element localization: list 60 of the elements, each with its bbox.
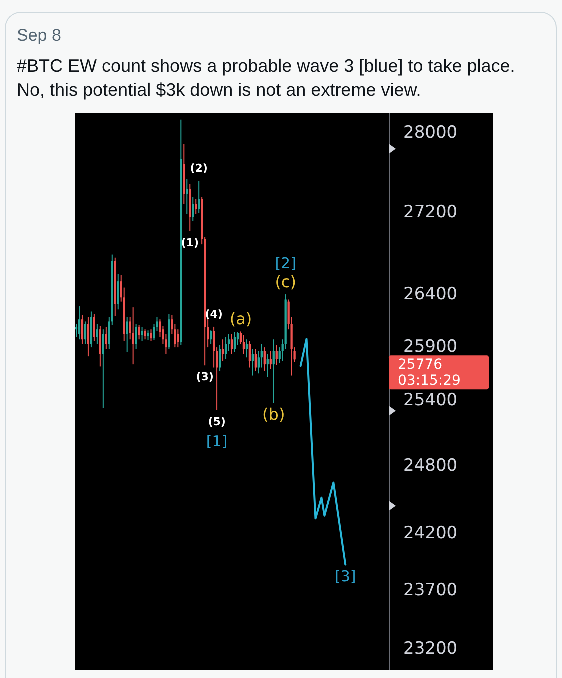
y-tick-label: 24200 <box>404 523 458 544</box>
candlestick <box>93 314 96 342</box>
candlestick <box>248 340 252 368</box>
text: 03:15:29 <box>398 373 461 390</box>
candlestick <box>84 321 87 345</box>
annotation: [3] <box>335 568 356 586</box>
candlestick <box>234 332 236 353</box>
y-tick-label: 25400 <box>404 390 458 410</box>
annotation: (c) <box>275 272 296 292</box>
candlestick <box>81 314 84 345</box>
candlestick <box>147 330 150 341</box>
candlestick <box>270 350 272 370</box>
annotation: (1) <box>181 236 199 250</box>
y-tick-label: 23700 <box>404 580 458 601</box>
annotation: (b) <box>262 405 286 424</box>
y-tick-label: 25900 <box>404 336 458 357</box>
candlestick <box>192 196 194 222</box>
candlestick <box>126 317 128 353</box>
y-tick-label: 28000 <box>404 123 458 144</box>
candlestick <box>96 324 99 345</box>
candlestick <box>117 274 120 310</box>
candlestick <box>144 329 146 340</box>
candlestick <box>186 178 188 215</box>
annotation: (4) <box>205 308 223 321</box>
annotation: (a) <box>230 310 252 329</box>
line-series <box>300 338 347 566</box>
y-tick-label: 23200 <box>404 639 458 660</box>
annotation: [2] <box>275 254 296 273</box>
y-tick-label: 26400 <box>404 284 458 305</box>
candlestick <box>266 354 269 378</box>
candlestick <box>102 329 104 409</box>
annotation: (3) <box>196 370 214 384</box>
annotation: [1] <box>206 432 228 450</box>
chart-title: #BTC EW count shows a probable wave 3 [blue] to take place. No, this potential $3k down is not an extreme view. <box>17 55 516 102</box>
candlestick <box>252 348 254 376</box>
y-tick-label: 27200 <box>404 202 458 223</box>
candlestick <box>222 339 224 362</box>
candlestick <box>132 307 134 366</box>
candlestick <box>150 329 152 342</box>
candlestick <box>177 329 180 348</box>
candlestick <box>218 344 222 372</box>
y-tick-label: 24800 <box>404 456 458 476</box>
candlestick <box>198 180 200 214</box>
annotation: (5) <box>208 415 226 428</box>
candlestick <box>141 326 144 342</box>
candlestick <box>87 317 90 358</box>
candlestick <box>210 330 212 345</box>
candlestick <box>78 306 81 340</box>
candlestick <box>105 326 108 350</box>
candlestick <box>272 339 275 404</box>
candlestick <box>224 337 228 360</box>
text: 25776 <box>398 357 443 374</box>
candlestick <box>254 348 257 372</box>
candlestick <box>195 198 198 215</box>
candlestick <box>135 324 138 350</box>
candlestick <box>138 324 140 340</box>
candlestick <box>230 334 234 355</box>
candlestick <box>264 347 266 372</box>
annotation: (2) <box>190 162 208 175</box>
chart-subtitle: Sep 8 <box>17 25 62 47</box>
